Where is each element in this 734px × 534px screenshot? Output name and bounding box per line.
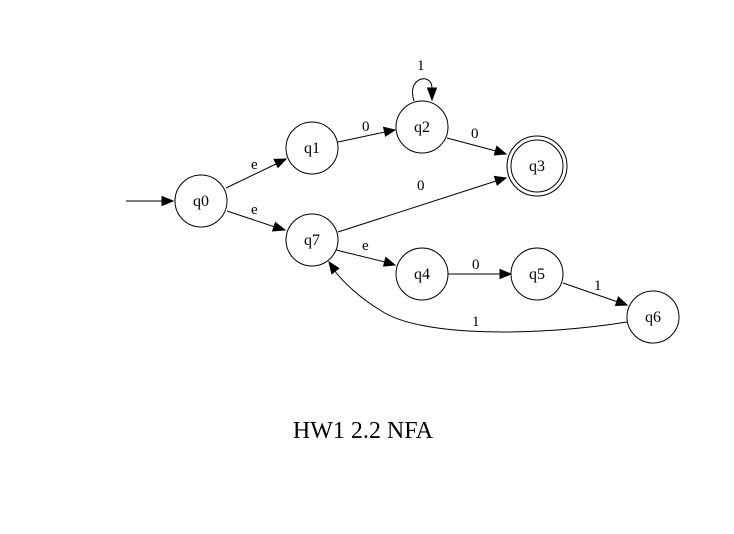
- edge-q5-q6-arrowhead: [614, 296, 629, 307]
- edge-q7-q4-line: [335, 249, 386, 263]
- state-q2-label: q2: [414, 119, 430, 136]
- edge-q2-q2: 1: [412, 58, 438, 102]
- edge-q0-q7: e: [226, 202, 287, 232]
- edge-q2-q3-arrowhead: [493, 145, 508, 156]
- edge-q7-q3-line: [337, 180, 497, 233]
- state-q7-circle: [285, 213, 339, 267]
- edge-q0-q1-label: e: [251, 157, 258, 173]
- edge-q7-q4-arrowhead: [382, 256, 397, 267]
- edge-q2-q3-label: 0: [471, 126, 479, 142]
- state-q2-circle: [395, 100, 449, 154]
- state-q1-circle: [285, 121, 339, 175]
- state-q7-label: q7: [304, 232, 320, 249]
- edge-q2-q3: 0: [446, 126, 508, 156]
- edge-q7-q3: 0: [337, 175, 508, 233]
- edge-q2-q2-arrowhead: [426, 87, 438, 102]
- state-q6: q6: [626, 290, 680, 344]
- diagram-caption: HW1 2.2 NFA: [293, 418, 434, 444]
- edge-q4-q5: 0: [448, 257, 513, 280]
- start-arrowhead: [161, 195, 175, 207]
- state-q3-label: q3: [529, 158, 545, 175]
- state-q5-circle: [510, 247, 564, 301]
- edge-q0-q1-arrowhead: [273, 158, 288, 169]
- edge-q4-q5-label: 0: [472, 257, 480, 273]
- edge-q6-q7-curve: [333, 269, 628, 333]
- state-q3: q3: [506, 135, 568, 197]
- edge-q1-q2-line: [337, 131, 386, 143]
- state-q0-label: q0: [193, 193, 209, 210]
- edge-q7-q3-arrowhead: [493, 175, 508, 186]
- edge-q0-q7-line: [226, 210, 276, 228]
- edge-q5-q6-label: 1: [594, 278, 602, 294]
- state-q1-label: q1: [304, 140, 320, 157]
- edge-q6-q7: 1: [328, 260, 628, 333]
- state-q4-circle: [395, 247, 449, 301]
- edge-q1-q2-label: 0: [362, 119, 370, 135]
- state-q4-label: q4: [414, 266, 430, 283]
- edge-q0-q7-label: e: [251, 202, 258, 218]
- edge-q0-q1: e: [225, 157, 288, 189]
- state-q2: q2: [395, 100, 449, 154]
- state-q3-inner-circle: [510, 139, 564, 193]
- edge-q2-q2-label: 1: [417, 58, 425, 74]
- edge-q2-q2-loop: [412, 78, 433, 102]
- edge-start-q0: [126, 195, 175, 207]
- edge-q7-q3-label: 0: [417, 178, 425, 194]
- state-q7: q7: [285, 213, 339, 267]
- edge-q6-q7-label: 1: [472, 314, 480, 330]
- state-q6-circle: [626, 290, 680, 344]
- edge-q7-q4: e: [335, 238, 397, 267]
- state-q5: q5: [510, 247, 564, 301]
- state-q5-label: q5: [529, 266, 545, 283]
- edge-q4-q5-arrowhead: [499, 268, 513, 280]
- edge-q5-q6: 1: [562, 278, 629, 307]
- edge-q6-q7-arrowhead: [328, 260, 340, 275]
- state-q1: q1: [285, 121, 339, 175]
- state-q0: q0: [174, 174, 228, 228]
- edge-q1-q2: 0: [337, 119, 397, 143]
- state-q4: q4: [395, 247, 449, 301]
- edge-q5-q6-line: [562, 282, 619, 303]
- state-q6-label: q6: [645, 309, 661, 326]
- edge-q1-q2-arrowhead: [382, 126, 397, 137]
- edge-q7-q4-label: e: [362, 238, 369, 254]
- edge-q0-q1-line: [225, 163, 277, 189]
- edge-q2-q3-line: [446, 137, 497, 152]
- edge-q0-q7-arrowhead: [271, 221, 287, 232]
- state-q0-circle: [174, 174, 228, 228]
